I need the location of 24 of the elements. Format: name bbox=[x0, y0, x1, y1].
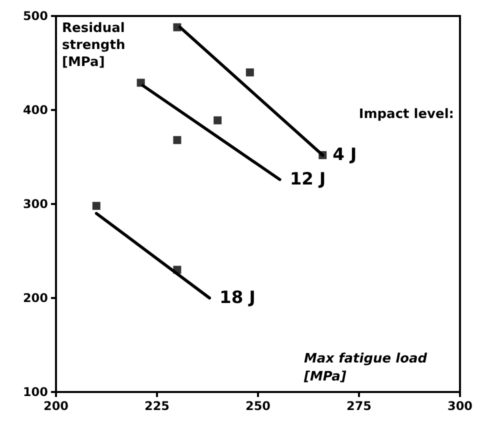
y-axis-title: Residual strength [MPa] bbox=[62, 21, 130, 70]
point bbox=[246, 68, 254, 76]
point bbox=[173, 23, 182, 32]
point bbox=[92, 202, 100, 210]
y-tick-label: 500 bbox=[22, 9, 48, 23]
point bbox=[136, 78, 145, 87]
x-tick-label: 225 bbox=[144, 399, 170, 413]
series-label: 4 J bbox=[332, 145, 357, 166]
y-tick-label: 100 bbox=[22, 385, 48, 399]
y-tick-label: 200 bbox=[22, 291, 48, 305]
x-tick-label: 250 bbox=[245, 399, 271, 413]
series-label: 18 J bbox=[220, 288, 256, 308]
point bbox=[173, 136, 182, 144]
y-tick-label: 400 bbox=[22, 103, 48, 117]
point bbox=[173, 266, 182, 274]
y-tick-label: 300 bbox=[22, 197, 48, 211]
point bbox=[214, 116, 222, 124]
series-label: 12 J bbox=[290, 170, 326, 190]
x-tick-label: 275 bbox=[346, 399, 372, 413]
point bbox=[318, 151, 327, 160]
x-tick-label: 200 bbox=[43, 399, 69, 413]
x-axis-title: Max fatigue load [MPa] bbox=[303, 352, 432, 384]
annotation: Impact level: bbox=[358, 107, 454, 122]
x-tick-label: 300 bbox=[447, 399, 473, 413]
